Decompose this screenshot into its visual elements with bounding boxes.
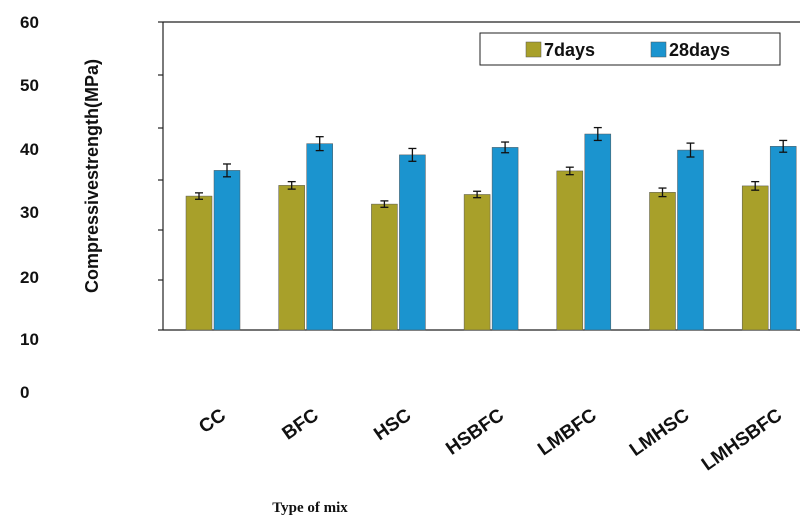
legend-items: 7days 28days	[525, 40, 730, 60]
y-axis-ticks: 60 50 40 30 20 10 0	[20, 13, 39, 402]
x-tick-label: HSBFC	[442, 405, 508, 460]
x-tick-label: LMHSBFC	[698, 405, 786, 476]
y-axis-label: Compressivestrength(MPa)	[82, 59, 102, 293]
y-tick-label: 10	[20, 330, 39, 349]
y-tick-label: 50	[20, 76, 39, 95]
bar-7days-HSBFC	[463, 194, 491, 331]
plot-tick-marks	[158, 21, 163, 331]
y-tick-label: 30	[20, 203, 39, 222]
bar-7days-LMHSBFC	[741, 185, 769, 331]
bar-28days-CC	[213, 170, 241, 331]
legend-swatch-28days	[650, 41, 667, 58]
bar-7days-LMBFC	[556, 170, 584, 331]
legend-label-28days: 28days	[669, 40, 730, 60]
bar-28days-LMHSC	[677, 149, 704, 331]
bar-28days-BFC	[306, 143, 333, 331]
x-tick-label: LMBFC	[534, 405, 601, 460]
legend: 7days 28days	[479, 32, 781, 66]
x-axis-ticks: CC BFC HSC HSBFC LMBFC LMHSC LMHSBFC	[195, 405, 786, 476]
bar-7days-CC	[185, 195, 213, 331]
legend-swatch-7days	[525, 41, 542, 58]
bars-group	[185, 126, 797, 331]
x-axis-label: Type of mix	[272, 500, 348, 516]
y-tick-label: 40	[20, 140, 39, 159]
y-tick-label: 60	[20, 13, 39, 32]
plot-area	[158, 21, 800, 331]
x-tick-label: BFC	[279, 405, 323, 445]
bar-28days-LMBFC	[584, 133, 612, 331]
bar-7days-BFC	[278, 185, 305, 331]
x-tick-label: HSC	[370, 405, 415, 445]
x-tick-label: CC	[195, 405, 230, 438]
legend-box	[479, 32, 781, 66]
legend-label-7days: 7days	[544, 40, 595, 60]
y-tick-label: 20	[20, 268, 39, 287]
bar-7days-LMHSC	[649, 192, 676, 331]
bar-7days-HSC	[371, 203, 398, 331]
bar-28days-HSC	[399, 154, 426, 331]
x-tick-label: LMHSC	[626, 405, 694, 461]
bar-28days-HSBFC	[491, 147, 519, 331]
bar-28days-LMHSBFC	[769, 146, 797, 331]
y-tick-label: 0	[20, 383, 29, 402]
